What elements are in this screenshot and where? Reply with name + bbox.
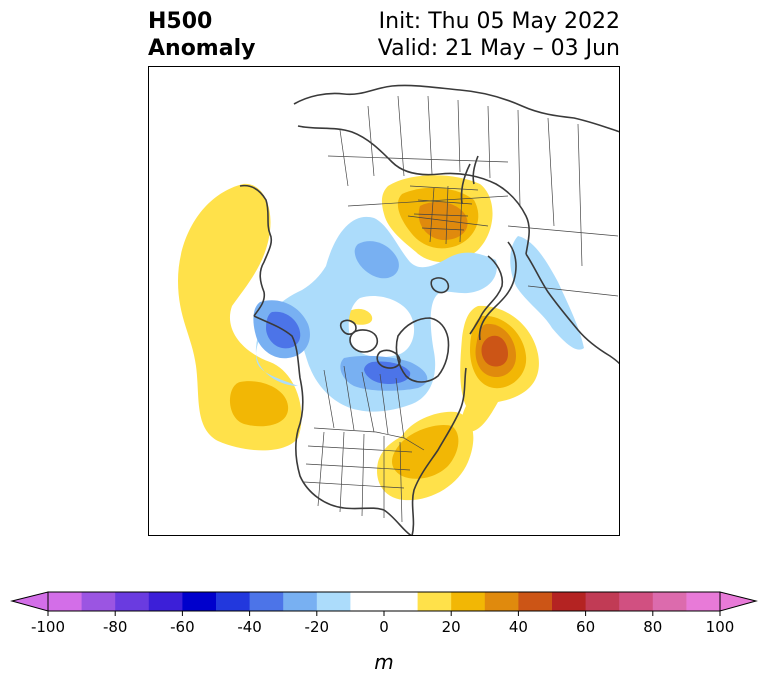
anomaly-positive-west-pacific-core bbox=[229, 381, 289, 427]
colorbar-tick-label: 60 bbox=[576, 618, 595, 636]
colorbar-tick-label: 0 bbox=[379, 618, 389, 636]
coastline-scandinavia bbox=[469, 255, 504, 335]
colorbar: -100 -80 -60 -40 -20 0 20 40 60 80 100 m bbox=[10, 591, 758, 674]
political-borders bbox=[303, 95, 619, 523]
coastline-alaska bbox=[239, 184, 273, 317]
colorbar-segment bbox=[283, 592, 318, 611]
colorbar-segment bbox=[182, 592, 217, 611]
colorbar-segment bbox=[350, 592, 385, 611]
coastline-arctic-islands bbox=[339, 319, 401, 369]
colorbar-tick-label: -40 bbox=[237, 618, 262, 636]
colorbar-segment bbox=[48, 592, 82, 611]
anomaly-negative-siberia-arm bbox=[354, 241, 399, 279]
colorbar-segment bbox=[518, 592, 553, 611]
colorbar-segment bbox=[384, 592, 418, 611]
title-left: H500 Anomaly bbox=[148, 8, 255, 62]
colorbar-over-extension bbox=[719, 591, 758, 612]
coastline-north-america-east bbox=[411, 367, 467, 536]
colorbar-segment bbox=[619, 592, 654, 611]
coastline-svalbard bbox=[430, 277, 450, 294]
coastline-north-america bbox=[253, 315, 413, 536]
anomaly-positive-eastern-us-mid bbox=[392, 424, 459, 479]
coastline-east-asia bbox=[525, 253, 620, 365]
colorbar-segment bbox=[216, 592, 250, 611]
coastline-eurasia bbox=[293, 84, 620, 133]
title-field-name: H500 bbox=[148, 9, 213, 34]
colorbar-under-extension bbox=[10, 591, 49, 612]
colorbar-segment bbox=[316, 592, 351, 611]
coastline-greenland bbox=[395, 317, 450, 383]
colorbar-tick-label: 40 bbox=[509, 618, 528, 636]
colorbar-tick-label: 100 bbox=[706, 618, 735, 636]
colorbar-segment bbox=[249, 592, 284, 611]
colorbar-segment bbox=[417, 592, 452, 611]
coastlines bbox=[239, 84, 620, 536]
anomaly-negative-polar-ring bbox=[255, 216, 497, 412]
anomaly-negative-hudson-bay-core bbox=[364, 361, 411, 384]
map-frame bbox=[148, 66, 620, 536]
colorbar-tick-label: 80 bbox=[643, 618, 662, 636]
title-field-type: Anomaly bbox=[148, 36, 256, 61]
title-right: Init: Thu 05 May 2022 Valid: 21 May – 03… bbox=[378, 8, 620, 62]
border-us-states bbox=[303, 431, 413, 523]
colorbar-unit-label: m bbox=[374, 650, 393, 674]
title-init-date: Init: Thu 05 May 2022 bbox=[378, 9, 620, 34]
colorbar-segment bbox=[484, 592, 519, 611]
colorbar-ticks: -100 -80 -60 -40 -20 0 20 40 60 80 100 bbox=[31, 611, 734, 636]
colorbar-segment bbox=[585, 592, 620, 611]
colorbar-segment bbox=[451, 592, 486, 611]
colorbar-tick-label: -60 bbox=[170, 618, 195, 636]
colorbar-segment bbox=[686, 592, 721, 611]
border-us-canada bbox=[313, 427, 425, 451]
negative-anomaly-fields bbox=[253, 216, 584, 412]
colorbar-tick-label: -100 bbox=[31, 618, 65, 636]
colorbar-tick-label: 20 bbox=[442, 618, 461, 636]
colorbar-tick-label: -20 bbox=[305, 618, 330, 636]
colorbar-segment bbox=[552, 592, 586, 611]
border-canada-provinces bbox=[323, 365, 405, 439]
anomaly-map bbox=[148, 66, 620, 536]
colorbar-segment bbox=[652, 592, 687, 611]
coastline-eurasia-arctic bbox=[297, 125, 530, 255]
anomaly-positive-west-pacific bbox=[178, 183, 302, 451]
coastline-europe bbox=[478, 241, 517, 341]
colorbar-segments bbox=[48, 592, 721, 611]
anomaly-positive-atlantic-core bbox=[481, 335, 508, 367]
colorbar-segment bbox=[148, 592, 183, 611]
colorbar-segment bbox=[115, 592, 150, 611]
colorbar-tick-label: -80 bbox=[103, 618, 128, 636]
title-valid-range: Valid: 21 May – 03 Jun bbox=[377, 36, 620, 61]
border-europe-detail bbox=[409, 185, 479, 245]
anomaly-negative-east-asia bbox=[510, 236, 584, 350]
anomaly-positive-arctic-small bbox=[345, 308, 373, 325]
colorbar-segment bbox=[81, 592, 116, 611]
